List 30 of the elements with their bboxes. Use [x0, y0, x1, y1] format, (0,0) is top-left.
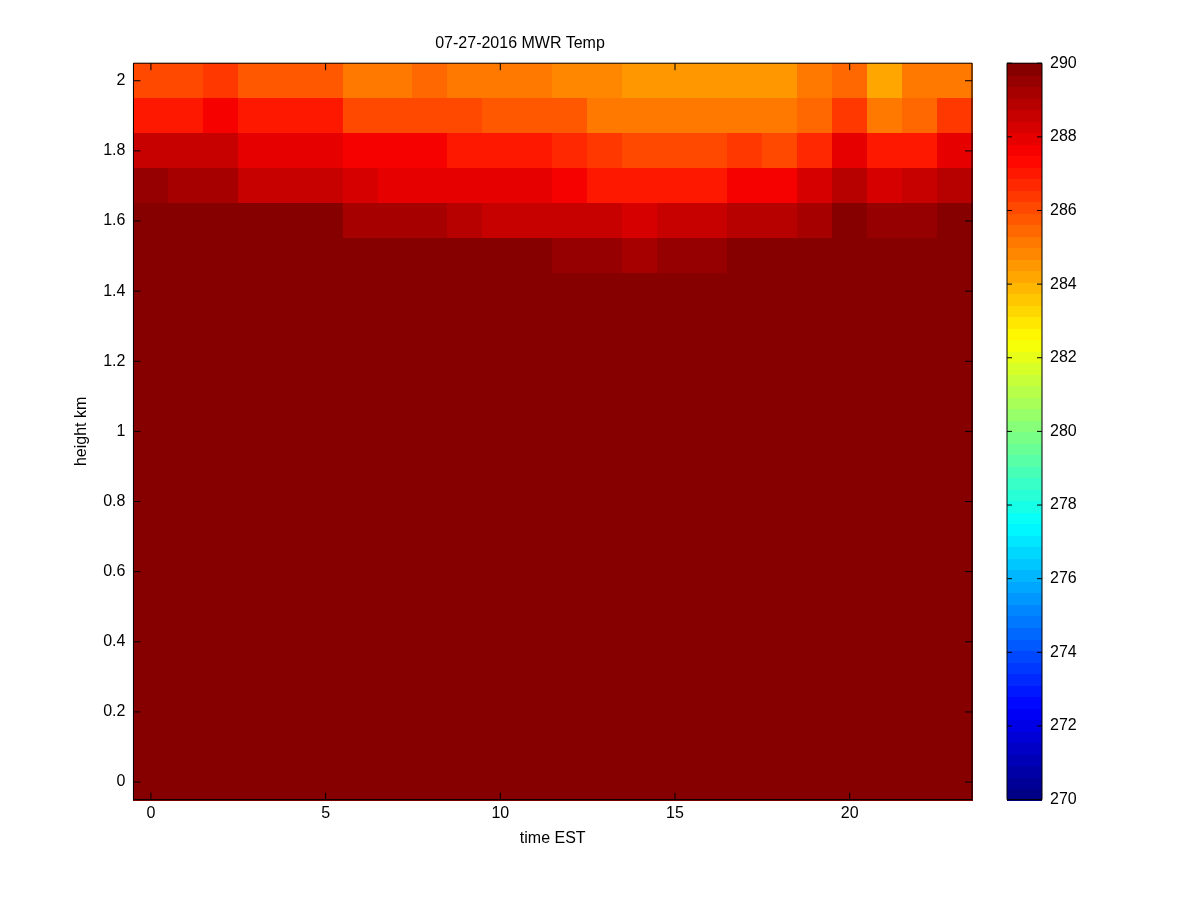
color-bar-label: 274: [1050, 642, 1077, 660]
color-bar-label: 280: [1050, 421, 1077, 439]
y-tick-label: 0.4: [103, 632, 126, 650]
y-tick-label: 1: [116, 421, 126, 439]
y-axis-title: height km: [72, 396, 90, 467]
x-tick-label: 15: [666, 803, 685, 821]
y-tick-label: 1.2: [103, 351, 126, 369]
chart-title: 07-27-2016 MWR Temp: [435, 34, 605, 52]
x-tick-label: 10: [491, 803, 510, 821]
color-bar-label: 284: [1050, 274, 1077, 292]
y-tick-label: 0.8: [103, 491, 126, 509]
color-bar-label: 272: [1050, 716, 1077, 734]
color-bar-label: 290: [1050, 53, 1077, 71]
y-tick-label: 2: [116, 71, 126, 89]
y-tick-label: 1.4: [103, 281, 126, 299]
y-tick-label: 1.8: [103, 141, 126, 159]
y-tick-label: 1.6: [103, 211, 126, 229]
y-tick-label: 0.2: [103, 702, 126, 720]
color-bar-label: 282: [1050, 348, 1077, 366]
x-tick-label: 20: [840, 803, 859, 821]
color-bar-label: 276: [1050, 569, 1077, 587]
color-bar-label: 270: [1050, 790, 1077, 808]
y-tick-label: 0.6: [103, 562, 126, 580]
color-bar-label: 286: [1050, 200, 1077, 218]
color-bar-label: 278: [1050, 495, 1077, 513]
x-tick-label: 0: [146, 803, 156, 821]
color-bar-label: 288: [1050, 127, 1077, 145]
x-tick-label: 5: [321, 803, 331, 821]
x-axis-title: time EST: [519, 828, 586, 846]
y-tick-label: 0: [116, 772, 126, 790]
